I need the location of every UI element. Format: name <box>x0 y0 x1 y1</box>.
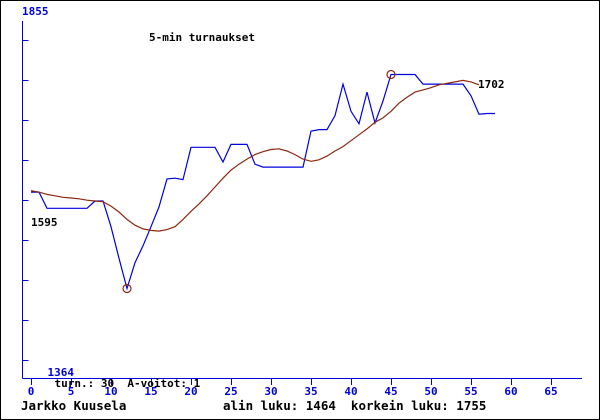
x-tick-label-45: 45 <box>384 385 398 398</box>
x-tick-label-60: 60 <box>504 385 518 398</box>
moving-average-line <box>30 79 480 232</box>
x-tick-label-10: 10 <box>104 385 118 398</box>
y-axis-max-label: 1855 <box>22 5 49 18</box>
x-tick-label-50: 50 <box>424 385 438 398</box>
chart-title: 5-min turnaukset <box>149 31 255 44</box>
x-tick-label-5: 5 <box>67 385 75 398</box>
lowest-marker <box>122 283 132 294</box>
status-line: 1364 turn.: 30 A-voitot: 1 <box>21 356 201 400</box>
x-tick-label-25: 25 <box>224 385 238 398</box>
x-tick-label-40: 40 <box>344 385 358 398</box>
x-tick-label-0: 0 <box>27 385 35 398</box>
x-tick-label-30: 30 <box>264 385 278 398</box>
start-rating-label: 1595 <box>31 216 58 229</box>
x-tick-label-65: 65 <box>544 385 558 398</box>
x-tick-label-15: 15 <box>144 385 158 398</box>
player-name: Jarkko Kuusela <box>21 398 127 413</box>
rating-line <box>31 73 495 291</box>
end-rating-label: 1702 <box>478 78 505 91</box>
highest-marker <box>386 69 396 80</box>
x-tick-label-55: 55 <box>464 385 478 398</box>
tournament-stats: turn.: 30 A-voitot: 1 <box>54 377 201 390</box>
x-tick-label-20: 20 <box>184 385 198 398</box>
x-tick-label-35: 35 <box>304 385 318 398</box>
y-axis-min-label: 1364 <box>47 366 75 379</box>
min-max-summary: alin luku: 1464 korkein luku: 1755 <box>223 398 487 413</box>
